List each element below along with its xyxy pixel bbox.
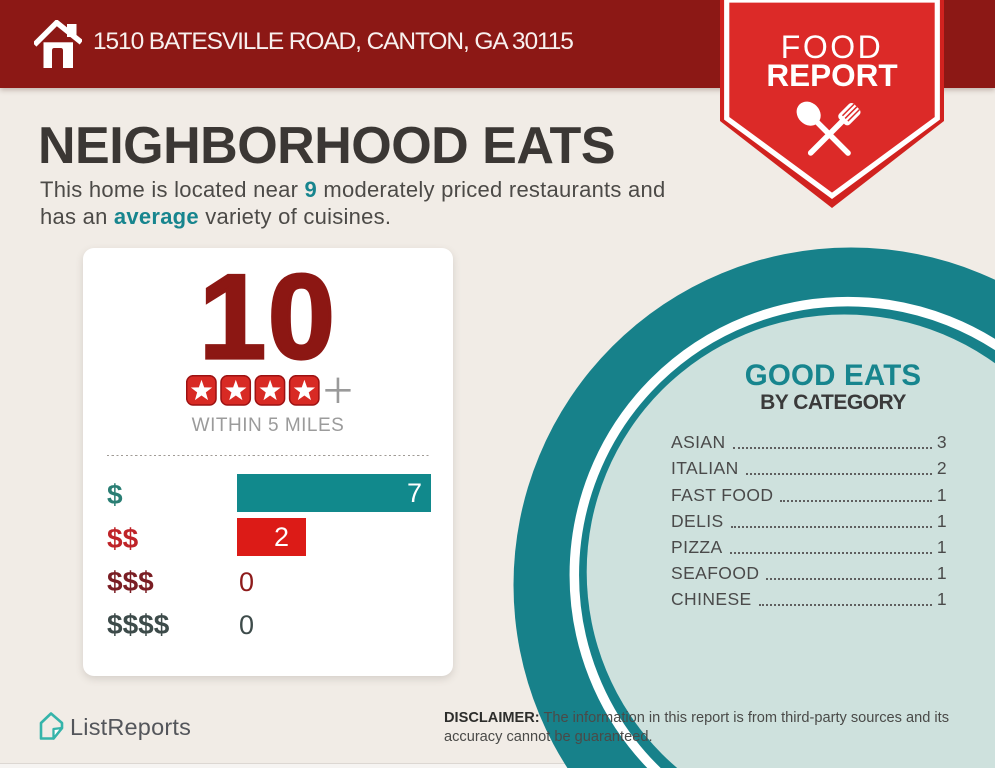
svg-text:FOOD: FOOD — [781, 29, 883, 65]
svg-text:REPORT: REPORT — [766, 57, 897, 93]
